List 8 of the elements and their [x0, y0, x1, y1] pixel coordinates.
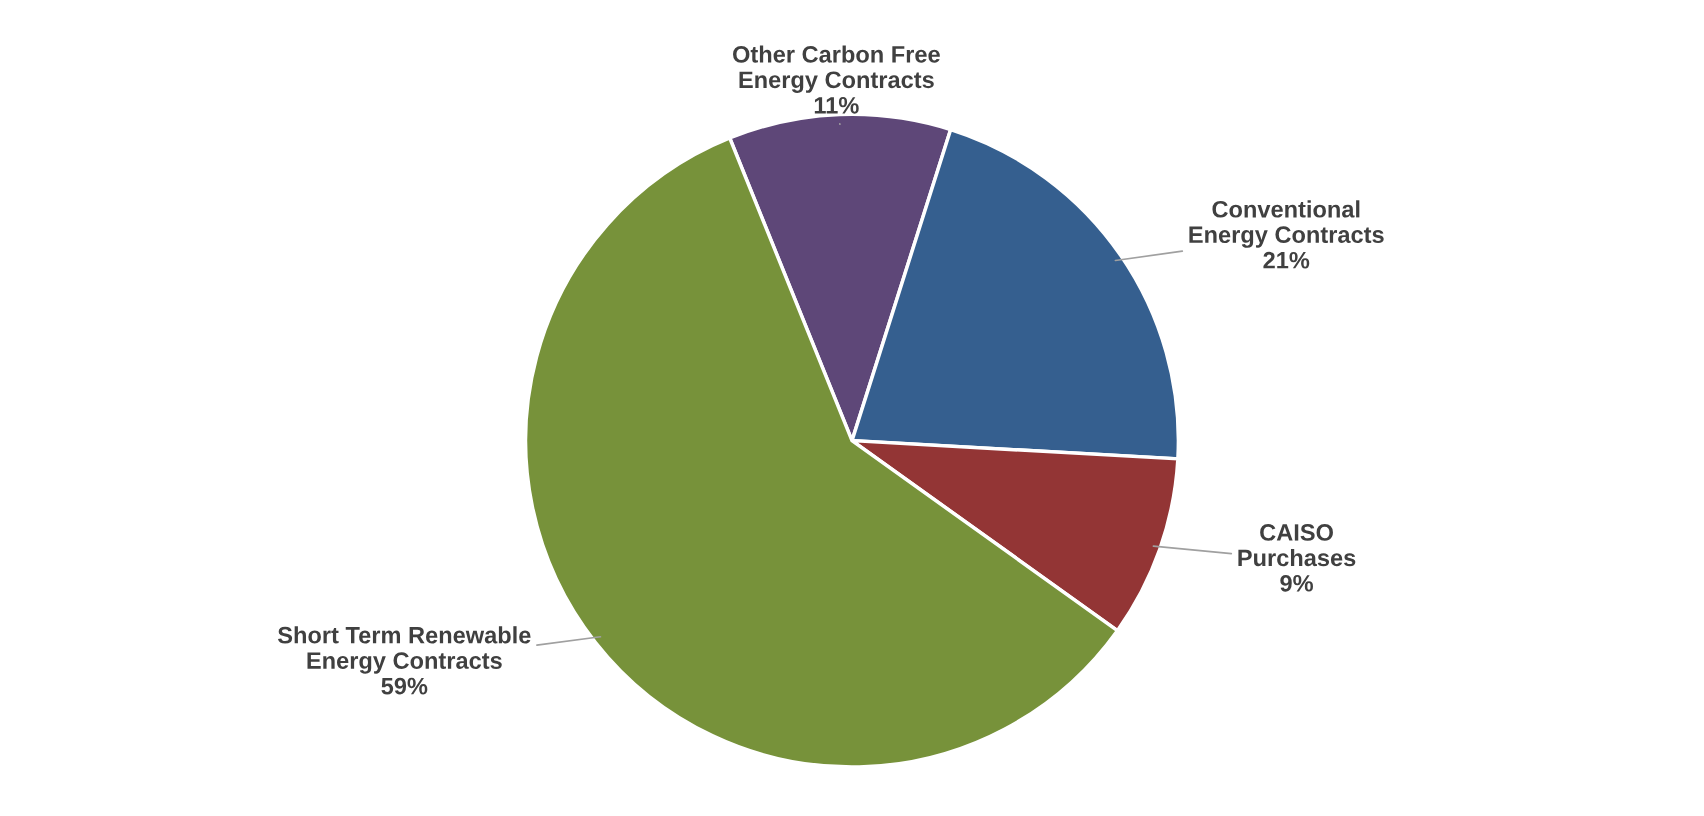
slice-label: Short Term Renewable Energy Contracts [277, 626, 531, 674]
data-label: 11% [814, 97, 859, 114]
slice-label: Other Carbon Free Energy Contracts [733, 45, 940, 93]
slice-label: Conventional Energy Contracts [1189, 200, 1384, 248]
data-label: 9% [1280, 574, 1313, 592]
slice-label: CAISO Purchases [1238, 524, 1356, 567]
data-label: 59% [381, 677, 428, 695]
data-label: 21% [1263, 251, 1310, 269]
